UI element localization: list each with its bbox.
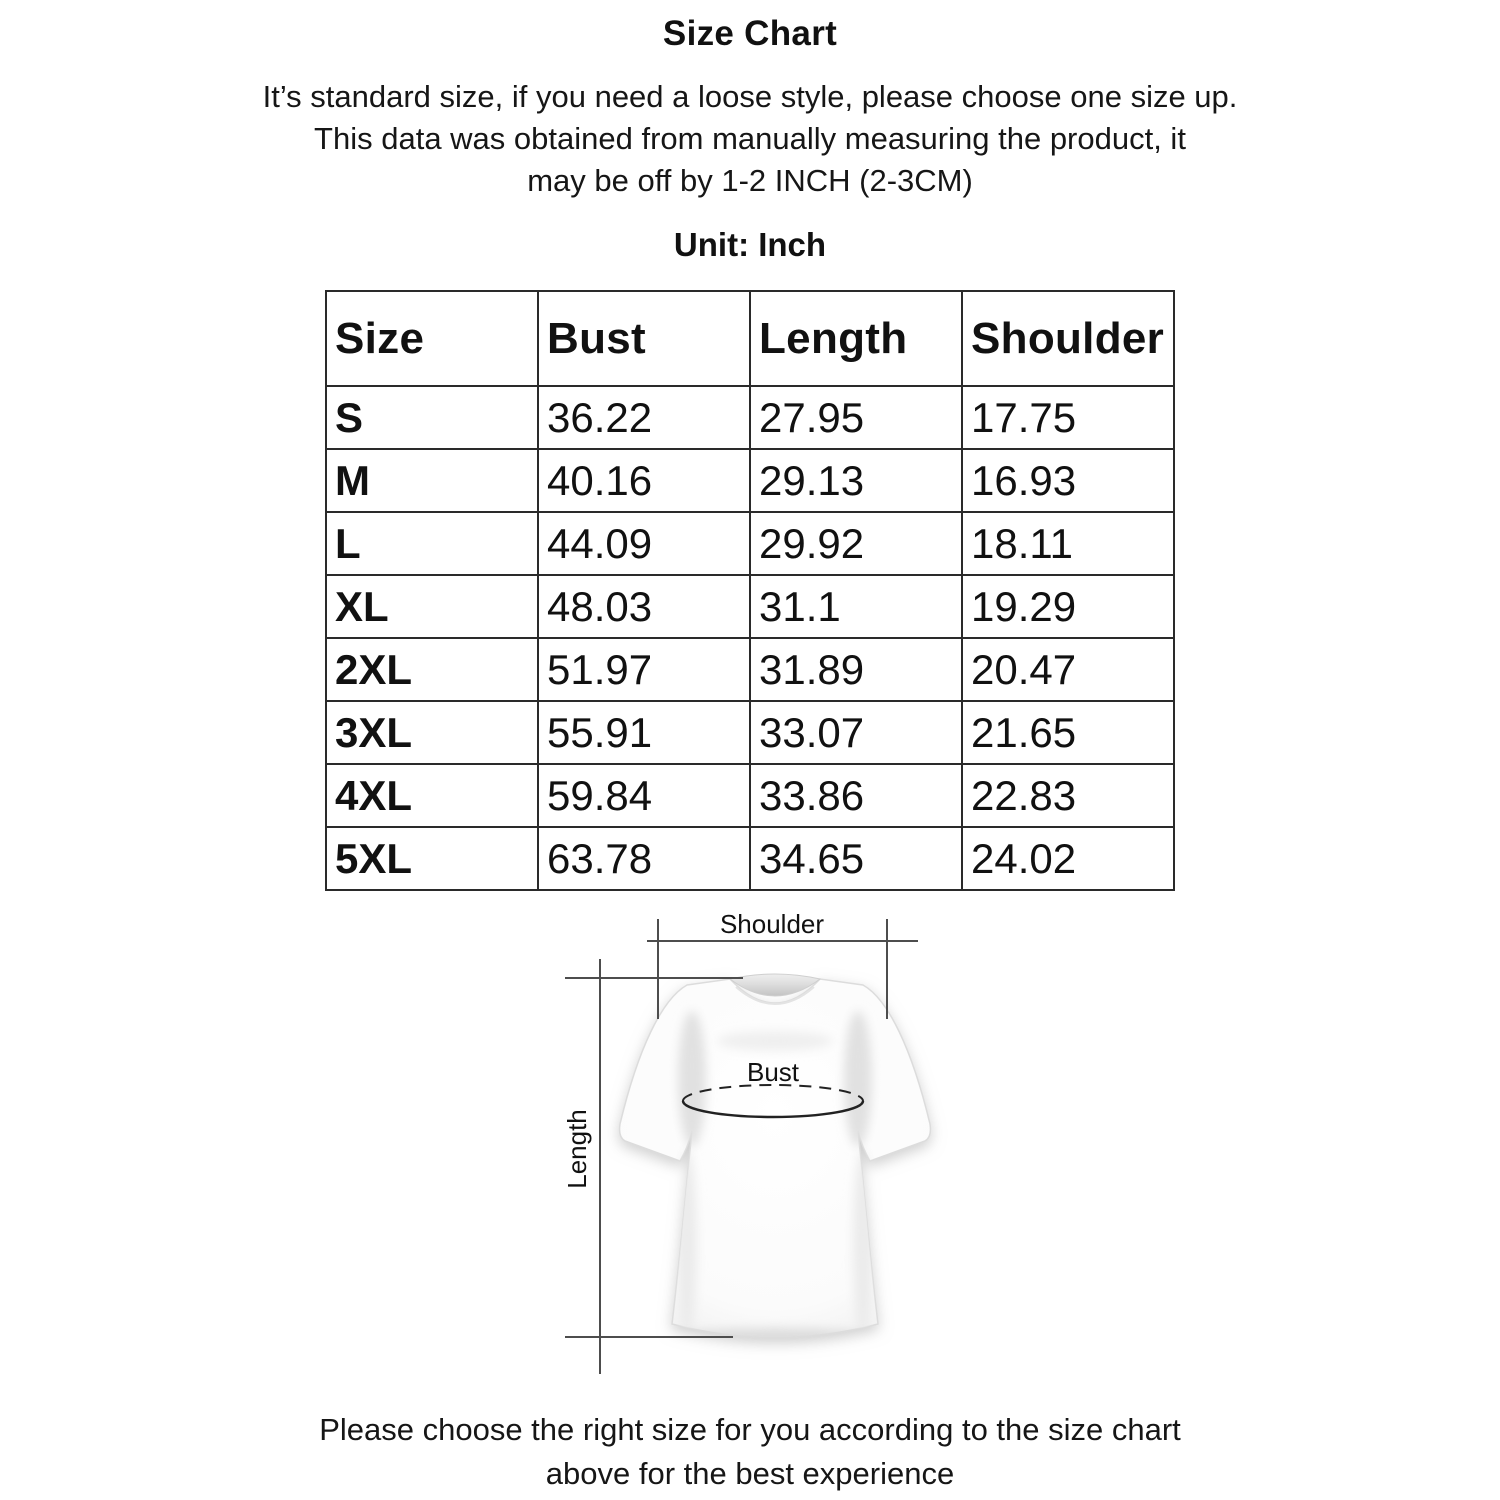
length-cell: 33.07 [749, 700, 963, 765]
page-title: Size Chart [662, 14, 838, 53]
shoulder-cell: 16.93 [961, 448, 1175, 513]
shoulder-cell: 24.02 [961, 826, 1175, 891]
size-cell: S [325, 385, 539, 450]
bust-cell: 48.03 [537, 574, 751, 639]
shoulder-cell: 17.75 [961, 385, 1175, 450]
size-disclaimer-line-1: It’s standard size, if you need a loose … [262, 79, 1238, 114]
bust-cell: 44.09 [537, 511, 751, 576]
column-header-shoulder: Shoulder [961, 290, 1175, 387]
tshirt-diagram-svg: Shoulder Bust Length [562, 909, 932, 1374]
column-header-size: Size [325, 290, 539, 387]
shoulder-label: Shoulder [720, 909, 824, 939]
tshirt-graphic [618, 973, 932, 1339]
tshirt-collar-seam [735, 986, 815, 1005]
size-cell: L [325, 511, 539, 576]
unit-label: Unit: Inch [673, 226, 827, 263]
bust-cell: 55.91 [537, 700, 751, 765]
bust-cell: 59.84 [537, 763, 751, 828]
footer-note-line-1: Please choose the right size for you acc… [319, 1412, 1181, 1447]
table-row: 5XL 63.78 34.65 24.02 [325, 826, 1175, 891]
length-label: Length [562, 1109, 592, 1189]
bust-measure-ellipse-solid [681, 1100, 865, 1119]
shoulder-cell: 21.65 [961, 700, 1175, 765]
table-header-row: Size Bust Length Shoulder [325, 290, 1175, 387]
size-disclaimer: It’s standard size, if you need a loose … [0, 76, 1500, 202]
length-cell: 34.65 [749, 826, 963, 891]
bust-cell: 63.78 [537, 826, 751, 891]
size-cell: 3XL [325, 700, 539, 765]
measurement-lines [565, 919, 918, 1374]
shoulder-cell: 18.11 [961, 511, 1175, 576]
bust-cell: 36.22 [537, 385, 751, 450]
shoulder-cell: 19.29 [961, 574, 1175, 639]
column-header-length: Length [749, 290, 963, 387]
length-cell: 33.86 [749, 763, 963, 828]
size-cell: 2XL [325, 637, 539, 702]
bust-cell: 40.16 [537, 448, 751, 513]
table-row: 4XL 59.84 33.86 22.83 [325, 763, 1175, 828]
length-cell: 29.13 [749, 448, 963, 513]
table-row: S 36.22 27.95 17.75 [325, 385, 1175, 450]
table-row: 2XL 51.97 31.89 20.47 [325, 637, 1175, 702]
size-chart-table: Size Bust Length Shoulder S 36.22 27.95 … [325, 290, 1175, 891]
length-cell: 29.92 [749, 511, 963, 576]
size-disclaimer-line-2: This data was obtained from manually mea… [314, 121, 1186, 156]
table-row: M 40.16 29.13 16.93 [325, 448, 1175, 513]
length-cell: 31.89 [749, 637, 963, 702]
size-cell: XL [325, 574, 539, 639]
bust-cell: 51.97 [537, 637, 751, 702]
table-row: XL 48.03 31.1 19.29 [325, 574, 1175, 639]
bust-label: Bust [747, 1057, 800, 1087]
footer-note-line-2: above for the best experience [545, 1456, 955, 1491]
shoulder-cell: 22.83 [961, 763, 1175, 828]
footer-note: Please choose the right size for you acc… [0, 1408, 1500, 1496]
column-header-bust: Bust [537, 290, 751, 387]
tshirt-measurement-diagram: Shoulder Bust Length [540, 909, 960, 1384]
table-row: L 44.09 29.92 18.11 [325, 511, 1175, 576]
size-cell: 4XL [325, 763, 539, 828]
length-cell: 27.95 [749, 385, 963, 450]
tshirt-neck-opening [728, 973, 822, 997]
shoulder-cell: 20.47 [961, 637, 1175, 702]
table-row: 3XL 55.91 33.07 21.65 [325, 700, 1175, 765]
size-cell: 5XL [325, 826, 539, 891]
size-disclaimer-line-3: may be off by 1-2 INCH (2-3CM) [527, 163, 973, 198]
length-cell: 31.1 [749, 574, 963, 639]
size-cell: M [325, 448, 539, 513]
